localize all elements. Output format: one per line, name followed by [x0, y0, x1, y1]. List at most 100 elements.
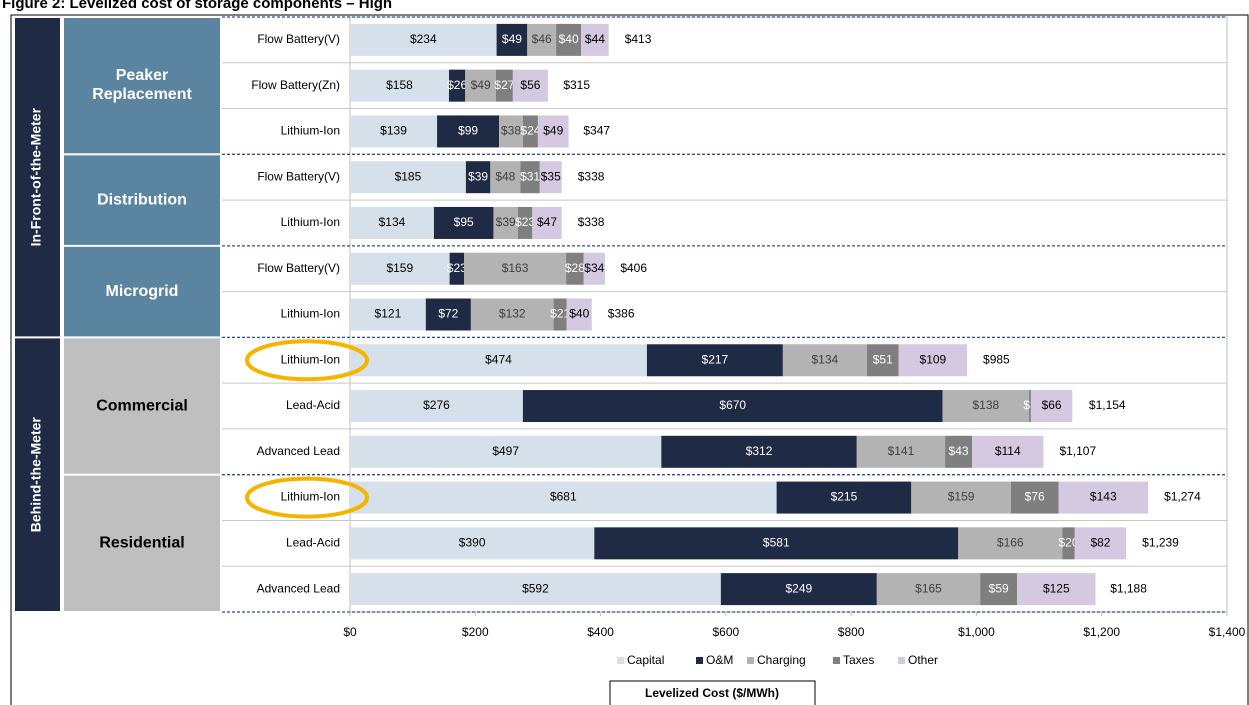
legend-label: O&M — [706, 653, 733, 667]
value-label: $49 — [543, 124, 563, 138]
group-label: In-Front-of-the-Meter — [28, 107, 44, 246]
value-label: $109 — [920, 352, 947, 366]
bar-segment — [776, 481, 912, 514]
value-label: $31 — [520, 169, 540, 183]
bar-segment — [1030, 390, 1073, 423]
bar-segment — [522, 390, 943, 423]
bar-segment — [556, 23, 582, 56]
bar-segment — [866, 344, 899, 377]
bar-segment — [350, 435, 662, 468]
highlight-ellipse — [245, 476, 369, 519]
bar-segment — [1017, 573, 1096, 606]
bar-segment — [350, 23, 497, 56]
category-label: Flow Battery(V) — [257, 261, 340, 275]
bar-segment — [537, 115, 569, 148]
bar-segment — [1062, 527, 1075, 560]
total-label: $1,239 — [1142, 536, 1179, 550]
bar-segment — [499, 115, 523, 148]
total-label: $1,154 — [1089, 398, 1126, 412]
category-label: Lithium-Ion — [281, 215, 340, 229]
category-label: Lithium-Ion — [281, 124, 340, 138]
value-label: $185 — [395, 169, 422, 183]
value-label: $28 — [565, 261, 585, 275]
subgroup-label: Peaker Replacement — [92, 67, 192, 103]
value-label: $138 — [972, 398, 999, 412]
legend-swatch — [898, 657, 905, 664]
legend-label: Taxes — [843, 653, 874, 667]
category-label: Flow Battery(V) — [257, 169, 340, 183]
frame — [10, 14, 1249, 705]
value-label: $34 — [584, 261, 604, 275]
total-label: $347 — [583, 124, 610, 138]
total-label: $338 — [578, 169, 605, 183]
bar-segment — [437, 115, 500, 148]
total-label: $315 — [563, 78, 590, 92]
bar-segment — [594, 527, 959, 560]
subgroup-label: Microgrid — [106, 283, 179, 300]
x-tick-label: $1,400 — [1209, 625, 1246, 639]
bar-segment — [350, 69, 449, 102]
subgroup-box — [64, 338, 220, 474]
bar-segment — [495, 69, 513, 102]
bar-segment — [720, 573, 877, 606]
category-label: Lithium-Ion — [281, 352, 340, 366]
bar-segment — [522, 115, 538, 148]
value-label: $215 — [831, 490, 858, 504]
bar-segment — [1010, 481, 1059, 514]
legend-label: Capital — [627, 653, 664, 667]
value-label: $158 — [386, 78, 413, 92]
group-box — [15, 338, 60, 611]
total-label: $406 — [620, 261, 647, 275]
total-label: $1,274 — [1164, 490, 1201, 504]
bar-segment — [470, 298, 554, 331]
group-box — [15, 18, 60, 337]
value-label: $26 — [447, 78, 467, 92]
legend-swatch — [833, 657, 840, 664]
legend-swatch — [617, 657, 624, 664]
category-label: Lead-Acid — [286, 536, 340, 550]
value-label: $72 — [438, 307, 458, 321]
bar-segment — [493, 206, 518, 239]
value-label: $43 — [949, 444, 969, 458]
total-label: $338 — [578, 215, 605, 229]
value-label: $390 — [459, 536, 486, 550]
bar-segment — [350, 298, 426, 331]
value-label: $23 — [515, 215, 535, 229]
bar-segment — [350, 573, 721, 606]
bar-segment — [945, 435, 973, 468]
x-tick-label: $1,200 — [1083, 625, 1120, 639]
bar-segment — [539, 161, 562, 194]
value-label: $40 — [569, 307, 589, 321]
subgroup-label: Distribution — [97, 191, 187, 208]
bar-segment — [566, 252, 584, 285]
bar-segment — [876, 573, 981, 606]
value-label: $276 — [423, 398, 450, 412]
bar-segment — [942, 390, 1030, 423]
subgroup-label: Commercial — [96, 397, 188, 414]
bar-segment — [782, 344, 867, 377]
value-label: $163 — [502, 261, 529, 275]
bar-segment — [433, 206, 494, 239]
bar-segment — [350, 390, 523, 423]
legend-label: Other — [908, 653, 938, 667]
category-label: Lithium-Ion — [281, 490, 340, 504]
value-label: $99 — [458, 124, 478, 138]
value-label: $39 — [468, 169, 488, 183]
bar-segment — [1029, 390, 1031, 423]
value-label: $27 — [494, 78, 514, 92]
bar-segment — [425, 298, 471, 331]
value-label: $125 — [1043, 581, 1070, 595]
value-label: $49 — [502, 32, 522, 46]
subgroup-label: Residential — [99, 535, 184, 552]
value-label: $497 — [492, 444, 519, 458]
value-label: $121 — [375, 307, 402, 321]
bar-segment — [350, 481, 777, 514]
value-label: $249 — [785, 581, 812, 595]
bar-segment — [1074, 527, 1127, 560]
value-label: $40 — [559, 32, 579, 46]
bar-segment — [1058, 481, 1149, 514]
x-tick-label: $0 — [343, 625, 357, 639]
bar-segment — [958, 527, 1063, 560]
bar-segment — [465, 161, 491, 194]
subgroup-box — [64, 475, 220, 611]
